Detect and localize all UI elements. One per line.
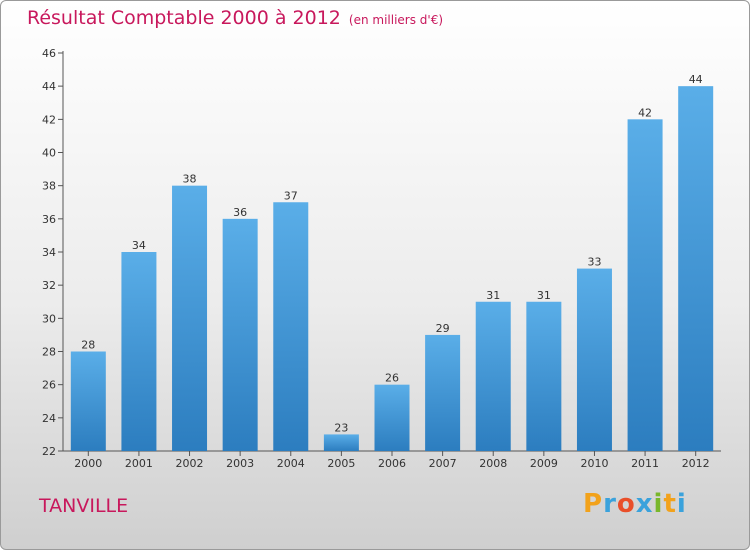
bar <box>273 202 309 451</box>
y-tick-label: 24 <box>42 412 56 425</box>
bar-value-label: 29 <box>436 322 450 335</box>
logo-letter: o <box>616 489 636 519</box>
bar <box>576 268 612 451</box>
bar-value-label: 31 <box>486 289 500 302</box>
bar <box>678 86 714 452</box>
x-axis: 2000 2001 2002 2003 2004 2005 2006 2007 2008 2009… <box>63 450 721 470</box>
x-tick-label: 2009 <box>530 457 558 470</box>
bar-value-label: 44 <box>689 73 703 86</box>
y-axis: 22 24 26 28 30 32 34 36 38 40 42 44 46 <box>42 47 64 458</box>
x-tick-label: 2002 <box>176 457 204 470</box>
bar-value-label: 33 <box>587 256 601 269</box>
bar-value-label: 28 <box>81 339 95 352</box>
proxiti-logo: Proxiti <box>583 489 687 519</box>
logo-letter: x <box>635 489 654 519</box>
y-tick-label: 46 <box>42 47 56 60</box>
bar <box>121 252 157 451</box>
bar-value-label: 31 <box>537 289 551 302</box>
bar <box>323 434 359 451</box>
x-tick-label: 2006 <box>378 457 406 470</box>
logo-letter: t <box>663 489 677 519</box>
bar-value-label: 34 <box>132 239 146 252</box>
logo-letter: i <box>653 489 664 519</box>
bar-value-label: 42 <box>638 106 652 119</box>
x-tick-label: 2001 <box>125 457 153 470</box>
bar-value-label: 38 <box>183 173 197 186</box>
chart-title-text: Résultat Comptable 2000 à 2012 <box>27 7 341 29</box>
city-name: TANVILLE <box>39 495 129 517</box>
x-tick-label: 2011 <box>631 457 659 470</box>
y-tick-label: 38 <box>42 180 56 193</box>
logo-letter: r <box>603 489 617 519</box>
bar <box>172 185 208 451</box>
y-tick-label: 34 <box>42 246 56 259</box>
x-tick-label: 2000 <box>74 457 102 470</box>
y-tick-label: 30 <box>42 312 56 325</box>
x-tick-label: 2008 <box>479 457 507 470</box>
bar-value-label: 37 <box>284 189 298 202</box>
chart-unit-label: (en milliers d'€) <box>348 13 444 27</box>
y-tick-label: 42 <box>42 113 56 126</box>
x-tick-label: 2005 <box>327 457 355 470</box>
logo-letter: P <box>583 489 604 519</box>
bar <box>475 301 511 451</box>
bar <box>526 301 562 451</box>
y-tick-label: 40 <box>42 147 56 160</box>
x-tick-label: 2010 <box>580 457 608 470</box>
logo-letter: i <box>676 489 687 519</box>
x-tick-label: 2012 <box>682 457 710 470</box>
bar-value-label: 36 <box>233 206 247 219</box>
x-tick-label: 2003 <box>226 457 254 470</box>
y-tick-label: 44 <box>42 80 56 93</box>
y-tick-label: 26 <box>42 379 56 392</box>
bar <box>627 119 663 451</box>
bar <box>374 384 410 451</box>
bar <box>425 334 461 451</box>
bar <box>222 218 258 451</box>
y-tick-label: 28 <box>42 346 56 359</box>
y-tick-label: 36 <box>42 213 56 226</box>
bars: 28 34 38 36 37 23 26 29 31 31 33 42 44 <box>70 73 714 452</box>
x-tick-label: 2007 <box>429 457 457 470</box>
bar-value-label: 23 <box>334 421 348 434</box>
bar <box>70 351 106 451</box>
x-tick-label: 2004 <box>277 457 305 470</box>
chart-title: Résultat Comptable 2000 à 2012 (en millie… <box>27 7 443 29</box>
y-tick-label: 32 <box>42 279 56 292</box>
bar-value-label: 26 <box>385 372 399 385</box>
y-tick-label: 22 <box>42 445 56 458</box>
